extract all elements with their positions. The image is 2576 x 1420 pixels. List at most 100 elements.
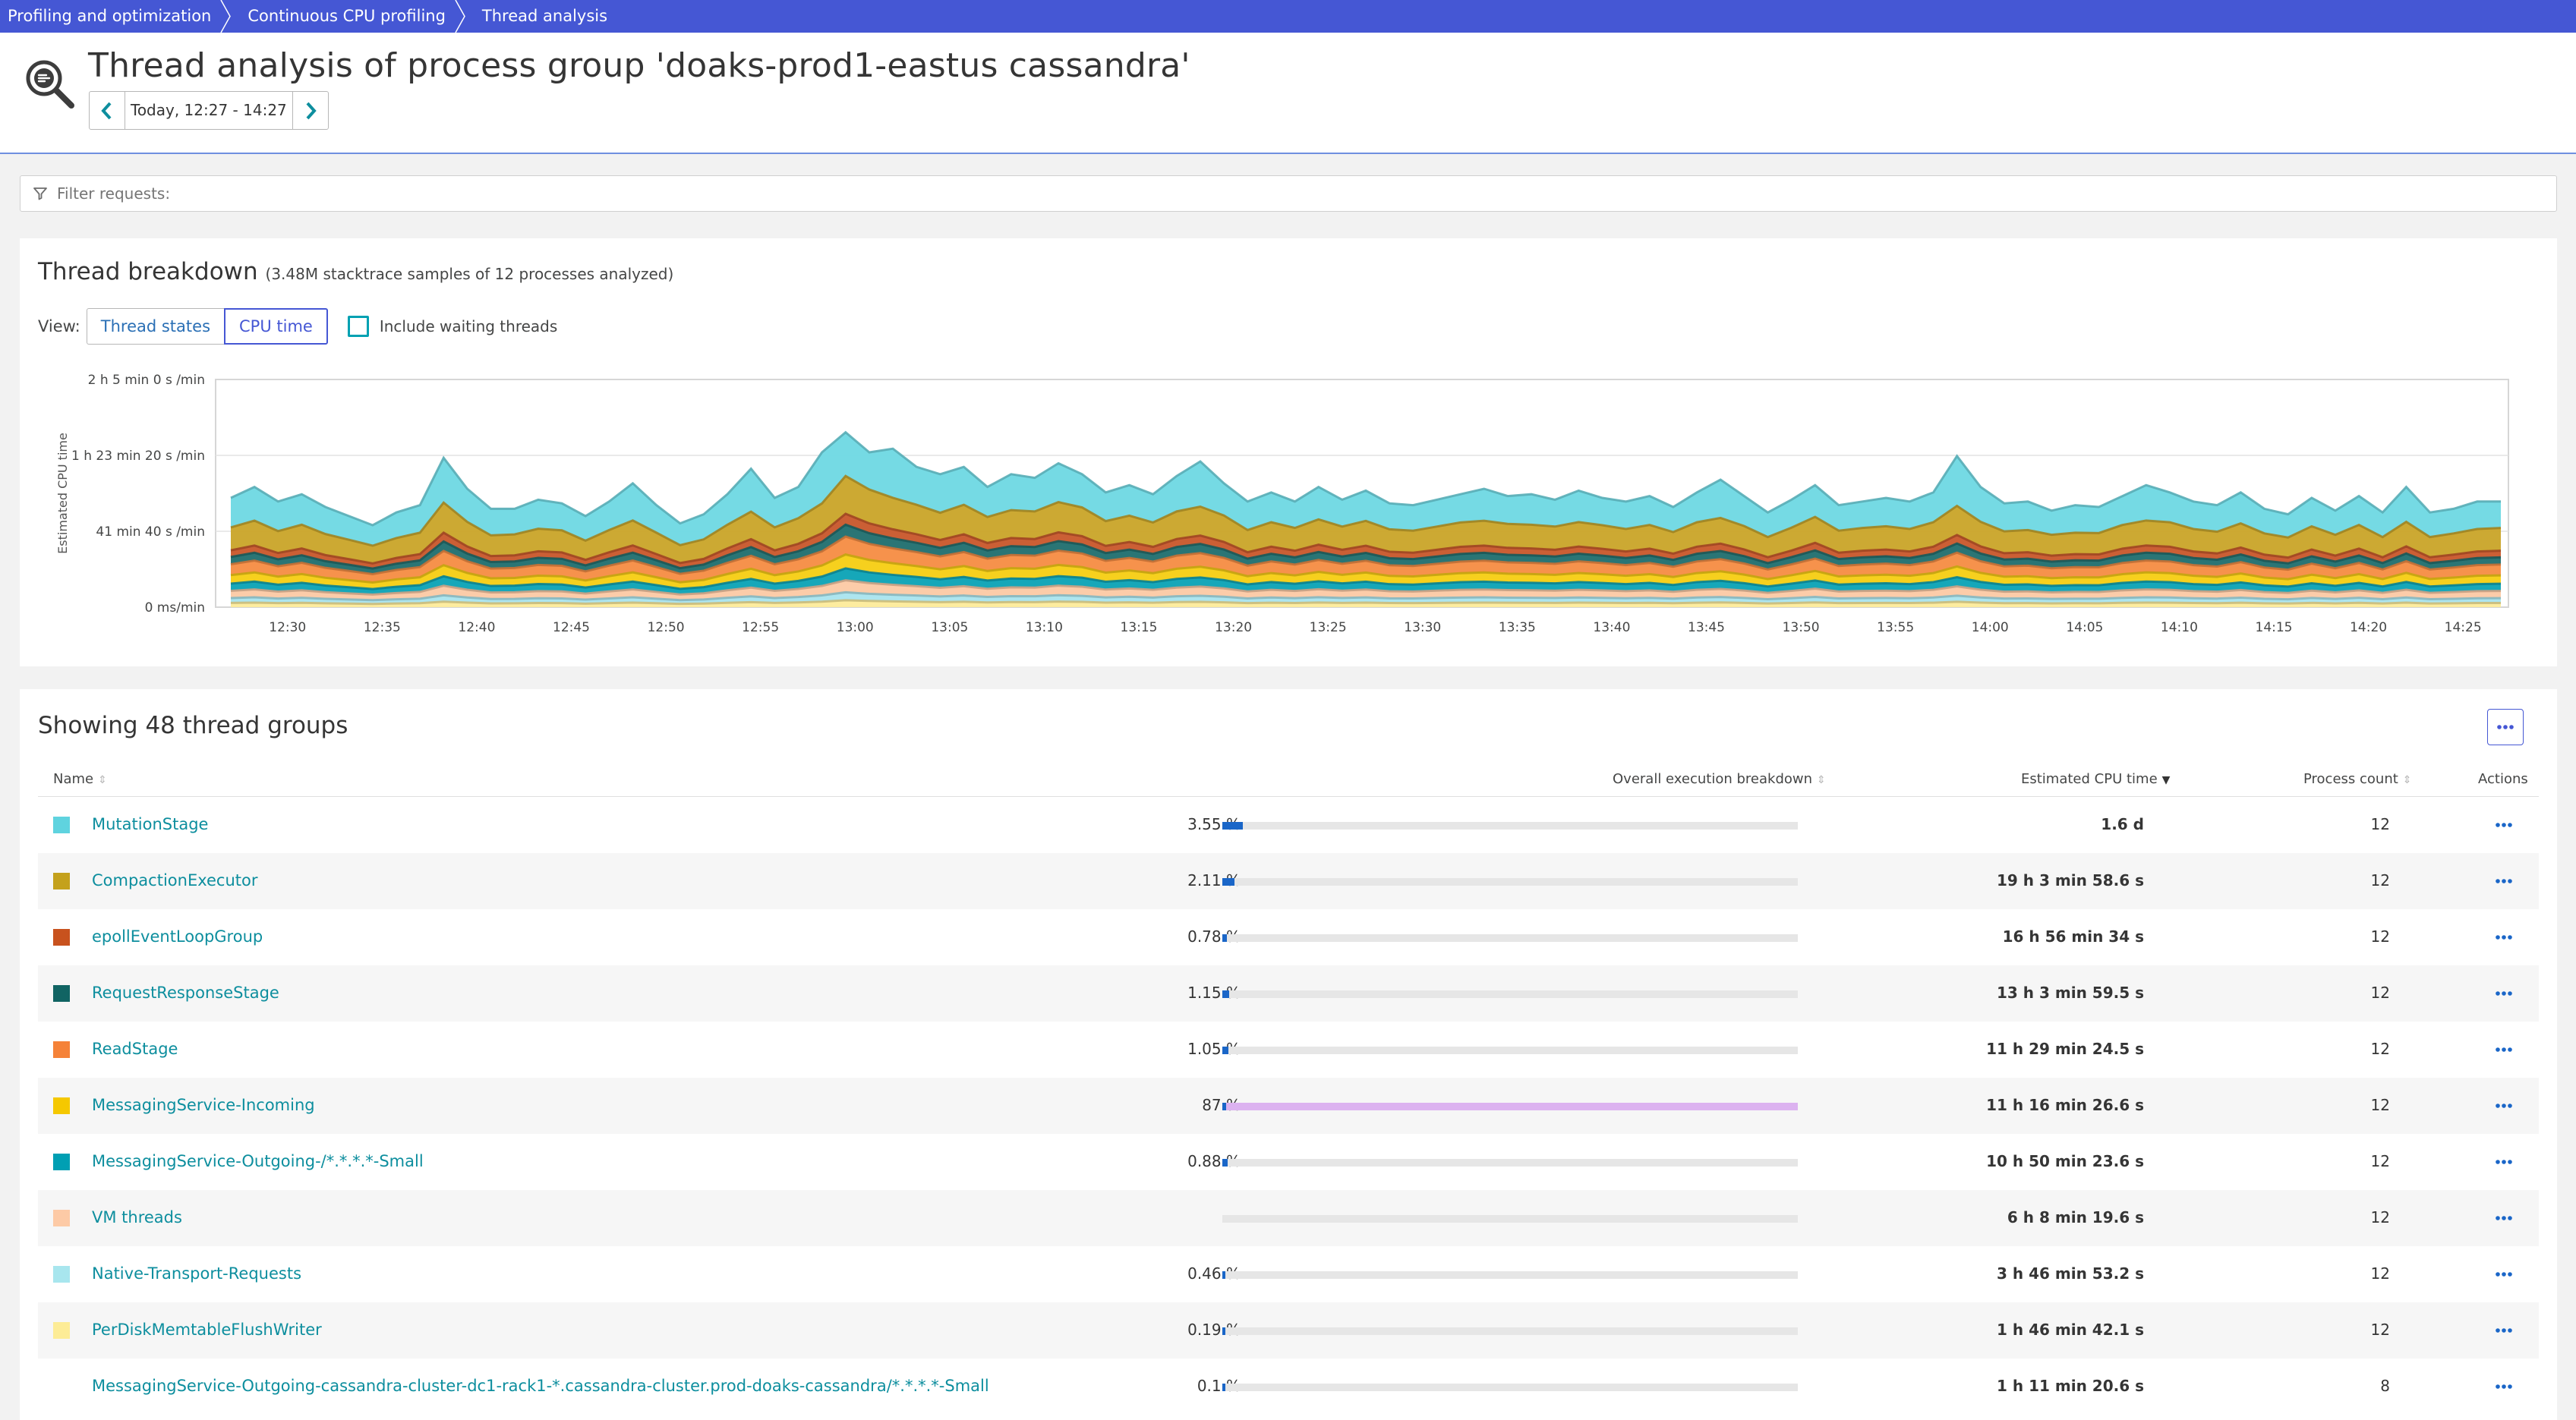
page-header: Thread analysis of process group 'doaks-… — [0, 33, 2576, 154]
breadcrumb-label: Thread analysis — [481, 7, 608, 25]
breadcrumb-item-thread-analysis[interactable]: Thread analysis — [473, 0, 635, 33]
sort-descending-icon: ▼ — [2161, 774, 2171, 786]
table-header: Name ⇕ Overall execution breakdown ⇕ Estim… — [38, 764, 2539, 797]
timeframe-selector: Today, 12:27 - 14:27 — [89, 91, 329, 130]
column-header-name[interactable]: Name ⇕ — [53, 771, 107, 787]
table-row[interactable]: epollEventLoopGroup 0.78 % 16 h 56 min 3… — [38, 909, 2539, 965]
breadcrumb-item-continuous-cpu-profiling[interactable]: Continuous CPU profiling — [238, 0, 473, 33]
more-options-icon — [2497, 725, 2514, 729]
column-header-cpu-time[interactable]: Estimated CPU time ▼ — [2021, 771, 2170, 787]
row-actions-button[interactable] — [2489, 868, 2519, 894]
thread-group-name-link[interactable]: RequestResponseStage — [92, 984, 279, 1002]
chart-series-line — [230, 474, 2502, 547]
thread-group-name-link[interactable]: epollEventLoopGroup — [92, 927, 263, 946]
table-row[interactable]: MutationStage 3.55 % 1.6 d 12 — [38, 797, 2539, 853]
execution-breakdown-fill — [1222, 1103, 1798, 1110]
thread-groups-table-body: MutationStage 3.55 % 1.6 d 12 Compaction… — [38, 797, 2539, 1415]
x-tick-label: 13:10 — [1026, 620, 1063, 635]
execution-breakdown-fill — [1222, 822, 1243, 830]
thread-group-color-swatch — [53, 1154, 70, 1170]
process-count: 12 — [2370, 1096, 2390, 1114]
thread-group-name-link[interactable]: Native-Transport-Requests — [92, 1264, 302, 1283]
row-actions-button[interactable] — [2489, 1261, 2519, 1287]
thread-group-name-link[interactable]: ReadStage — [92, 1040, 178, 1058]
x-tick-label: 13:45 — [1688, 620, 1725, 635]
thread-group-name-link[interactable]: PerDiskMemtableFlushWriter — [92, 1321, 322, 1339]
chevron-right-icon — [455, 0, 465, 33]
table-more-options-button[interactable] — [2487, 709, 2524, 745]
table-row[interactable]: MessagingService-Incoming 87 % 11 h 16 m… — [38, 1078, 2539, 1134]
include-waiting-threads-checkbox[interactable] — [347, 316, 369, 337]
row-actions-button[interactable] — [2489, 1093, 2519, 1119]
process-count: 12 — [2370, 1264, 2390, 1283]
execution-breakdown-fill — [1222, 1384, 1225, 1391]
estimated-cpu-time: 6 h 8 min 19.6 s — [2007, 1208, 2144, 1226]
table-row[interactable]: VM threads - 6 h 8 min 19.6 s 12 — [38, 1190, 2539, 1246]
table-row[interactable]: ReadStage 1.05 % 11 h 29 min 24.5 s 12 — [38, 1022, 2539, 1078]
x-tick-label: 14:00 — [1972, 620, 2009, 635]
row-actions-button[interactable] — [2489, 812, 2519, 838]
more-options-icon — [2496, 991, 2512, 996]
process-count: 12 — [2370, 1208, 2390, 1226]
row-actions-button[interactable] — [2489, 1149, 2519, 1175]
row-actions-button[interactable] — [2489, 1318, 2519, 1343]
column-header-process-count[interactable]: Process count ⇕ — [2303, 771, 2412, 787]
thread-group-name-link[interactable]: MessagingService-Outgoing-cassandra-clus… — [92, 1377, 989, 1395]
column-header-breakdown[interactable]: Overall execution breakdown ⇕ — [1613, 771, 1826, 787]
table-row[interactable]: MessagingService-Outgoing-/*.*.*.*-Small… — [38, 1134, 2539, 1190]
x-tick-label: 14:05 — [2066, 620, 2103, 635]
chart-series-line — [230, 535, 2502, 575]
estimated-cpu-time: 1.6 d — [2101, 815, 2144, 833]
row-actions-button[interactable] — [2489, 924, 2519, 950]
timeframe-label[interactable]: Today, 12:27 - 14:27 — [131, 101, 287, 119]
thread-group-name-link[interactable]: MessagingService-Outgoing-/*.*.*.*-Small — [92, 1152, 424, 1170]
x-tick-label: 13:55 — [1877, 620, 1914, 635]
more-options-icon — [2496, 1047, 2512, 1052]
thread-group-name-link[interactable]: MutationStage — [92, 815, 209, 833]
execution-breakdown-bar — [1222, 1103, 1798, 1110]
timeframe-next-button[interactable] — [292, 92, 328, 129]
row-actions-button[interactable] — [2489, 1374, 2519, 1400]
process-count: 12 — [2370, 1321, 2390, 1339]
filter-icon — [33, 187, 47, 200]
process-count: 12 — [2370, 815, 2390, 833]
table-row[interactable]: PerDiskMemtableFlushWriter 0.19 % 1 h 46… — [38, 1302, 2539, 1359]
table-row[interactable]: MessagingService-Outgoing-cassandra-clus… — [38, 1359, 2539, 1415]
more-options-icon — [2496, 1272, 2512, 1277]
execution-breakdown-bar — [1222, 1327, 1798, 1335]
execution-breakdown-bar — [1222, 1384, 1798, 1391]
x-tick-label: 13:50 — [1783, 620, 1820, 635]
thread-group-name-link[interactable]: CompactionExecutor — [92, 871, 258, 889]
table-row[interactable]: CompactionExecutor 2.11 % 19 h 3 min 58.… — [38, 853, 2539, 909]
execution-breakdown-fill — [1222, 1159, 1228, 1167]
process-count: 12 — [2370, 984, 2390, 1002]
row-actions-button[interactable] — [2489, 1037, 2519, 1063]
view-thread-states-button[interactable]: Thread states — [86, 308, 225, 345]
estimated-cpu-time: 13 h 3 min 59.5 s — [1997, 984, 2144, 1002]
column-header-label: Process count — [2303, 771, 2398, 787]
view-cpu-time-button[interactable]: CPU time — [224, 308, 328, 345]
breadcrumb-item-profiling[interactable]: Profiling and optimization — [0, 0, 238, 33]
table-row[interactable]: RequestResponseStage 1.15 % 13 h 3 min 5… — [38, 965, 2539, 1022]
process-count: 12 — [2370, 1040, 2390, 1058]
column-header-label: Actions — [2478, 771, 2528, 787]
row-actions-button[interactable] — [2489, 981, 2519, 1006]
execution-breakdown-fill — [1222, 878, 1234, 886]
column-header-label: Estimated CPU time — [2021, 771, 2158, 787]
timeframe-previous-button[interactable] — [90, 92, 125, 129]
thread-group-name-link[interactable]: MessagingService-Incoming — [92, 1096, 315, 1114]
execution-breakdown-bar — [1222, 1047, 1798, 1054]
chart-series-line — [230, 567, 2502, 590]
x-tick-label: 13:35 — [1499, 620, 1536, 635]
table-row[interactable]: Native-Transport-Requests 0.46 % 3 h 46 … — [38, 1246, 2539, 1302]
page-title: Thread analysis of process group 'doaks-… — [88, 46, 1190, 85]
x-tick-label: 14:15 — [2256, 620, 2293, 635]
thread-group-color-swatch — [53, 985, 70, 1002]
view-label: View: — [38, 317, 80, 335]
thread-group-name-link[interactable]: VM threads — [92, 1208, 182, 1226]
x-tick-label: 13:00 — [837, 620, 874, 635]
filter-requests-input[interactable] — [57, 184, 2486, 203]
chart-series-line — [230, 599, 2502, 606]
row-actions-button[interactable] — [2489, 1205, 2519, 1231]
thread-groups-card: Showing 48 thread groups Name ⇕ Overall e… — [20, 689, 2557, 1420]
